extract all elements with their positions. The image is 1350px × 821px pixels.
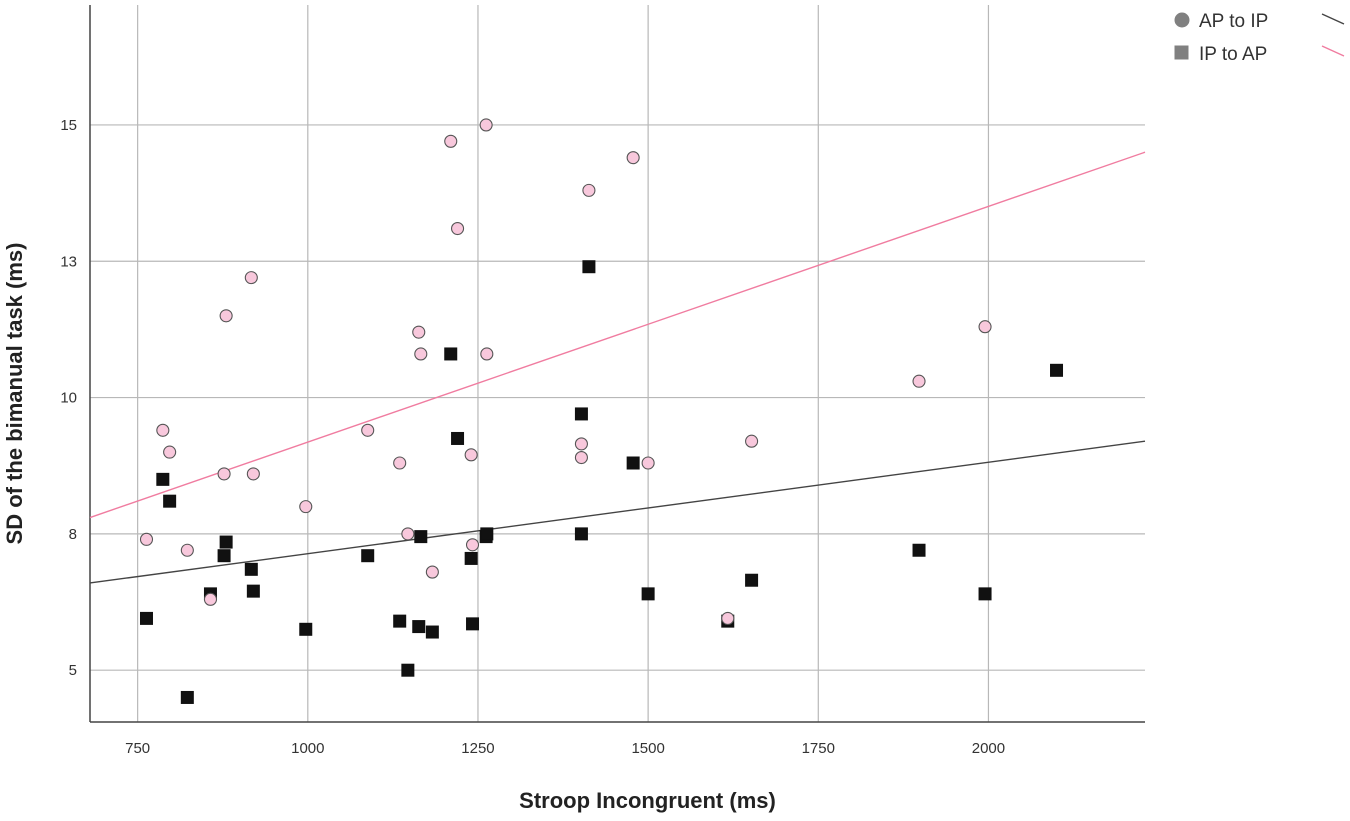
legend-fit-line-ap-to-ip <box>1321 13 1345 25</box>
data-point-ap-to-ip <box>244 271 258 285</box>
data-point-ap-to-ip <box>641 456 655 470</box>
data-point-ap-to-ip <box>180 543 194 557</box>
tick-labels: 750 1000 1250 1500 1750 2000 5 8 10 13 15 <box>60 117 1005 757</box>
data-point-ip-to-ap <box>451 431 465 445</box>
legend-label-ap-to-ip: AP to IP <box>1199 11 1268 32</box>
y-axis-title: SD of the bimanual task (ms) <box>2 243 27 545</box>
legend-fit-line-ip-to-ap <box>1321 45 1345 57</box>
data-point-ip-to-ap <box>425 625 439 639</box>
data-point-ip-to-ap <box>582 260 596 274</box>
data-point-ip-to-ap <box>361 549 375 563</box>
x-tick-label: 750 <box>125 740 150 757</box>
data-point-ap-to-ip <box>464 448 478 462</box>
data-point-ip-to-ap <box>745 573 759 587</box>
data-point-ap-to-ip <box>246 467 260 481</box>
data-point-ip-to-ap <box>444 347 458 361</box>
data-point-ip-to-ap <box>912 543 926 557</box>
grid <box>90 5 1145 722</box>
data-point-ip-to-ap <box>163 494 177 508</box>
data-point-ip-to-ap <box>180 690 194 704</box>
data-point-ip-to-ap <box>574 407 588 421</box>
fit-line-ap-to-ip <box>89 440 1146 584</box>
data-point-ap-to-ip <box>393 456 407 470</box>
legend-item-ap-to-ip: AP to IP <box>1174 11 1345 32</box>
legend-marker-ap-to-ip <box>1174 12 1190 28</box>
axes <box>89 5 1145 723</box>
data-point-ip-to-ap <box>464 551 478 565</box>
data-point-ap-to-ip <box>425 565 439 579</box>
data-point-ap-to-ip <box>299 500 313 514</box>
data-point-ap-to-ip <box>156 423 170 437</box>
data-point-ap-to-ip <box>978 320 992 334</box>
y-tick-label: 10 <box>60 390 77 407</box>
data-point-ap-to-ip <box>574 437 588 451</box>
data-point-ip-to-ap <box>393 614 407 628</box>
data-point-ap-to-ip <box>217 467 231 481</box>
legend-item-ip-to-ap: IP to AP <box>1174 44 1345 65</box>
data-point-ip-to-ap <box>217 549 231 563</box>
fit-lines <box>89 151 1146 584</box>
data-point-ap-to-ip <box>412 325 426 339</box>
data-point-ap-to-ip <box>745 434 759 448</box>
data-point-ap-to-ip <box>163 445 177 459</box>
data-point-ap-to-ip <box>361 423 375 437</box>
y-tick-label: 5 <box>69 662 77 679</box>
data-point-ip-to-ap <box>574 527 588 541</box>
data-point-ap-to-ip <box>414 347 428 361</box>
data-point-ap-to-ip <box>479 118 493 132</box>
data-point-ip-to-ap <box>626 456 640 470</box>
legend: AP to IP IP to AP <box>1174 11 1345 65</box>
x-axis-title: Stroop Incongruent (ms) <box>519 788 776 813</box>
data-point-ap-to-ip <box>912 374 926 388</box>
data-point-ip-to-ap <box>244 562 258 576</box>
x-tick-label: 1250 <box>461 740 494 757</box>
data-point-ip-to-ap <box>414 530 428 544</box>
legend-marker-ip-to-ap <box>1174 45 1189 60</box>
data-point-ap-to-ip <box>450 222 465 236</box>
data-point-ip-to-ap <box>480 527 494 541</box>
data-point-ap-to-ip <box>721 611 735 625</box>
y-tick-label: 8 <box>69 526 77 543</box>
data-point-ap-to-ip <box>203 592 218 606</box>
y-tick-label: 13 <box>60 253 77 270</box>
data-point-ip-to-ap <box>246 584 260 598</box>
data-point-ip-to-ap <box>641 587 655 601</box>
data-point-ip-to-ap <box>299 622 313 636</box>
x-tick-label: 2000 <box>972 740 1005 757</box>
data-point-ap-to-ip <box>480 347 494 361</box>
x-tick-label: 1750 <box>802 740 835 757</box>
data-point-ap-to-ip <box>219 309 233 323</box>
y-tick-label: 15 <box>60 117 77 134</box>
fit-line-ip-to-ap <box>89 151 1146 519</box>
data-point-ip-to-ap <box>219 535 233 549</box>
data-point-ap-to-ip <box>574 451 588 465</box>
data-point-ip-to-ap <box>401 663 415 677</box>
data-point-ip-to-ap <box>156 472 170 486</box>
data-point-ap-to-ip <box>444 134 458 148</box>
data-point-ap-to-ip <box>582 183 596 197</box>
data-point-ip-to-ap <box>139 611 153 625</box>
x-tick-label: 1500 <box>631 740 664 757</box>
data-point-ip-to-ap <box>978 587 992 601</box>
data-point-ap-to-ip <box>626 151 640 165</box>
x-tick-label: 1000 <box>291 740 324 757</box>
data-points <box>139 118 1064 704</box>
data-point-ap-to-ip <box>465 538 480 552</box>
legend-label-ip-to-ap: IP to AP <box>1199 44 1267 65</box>
data-point-ip-to-ap <box>1050 363 1064 377</box>
data-point-ip-to-ap <box>466 617 480 631</box>
data-point-ip-to-ap <box>412 620 426 634</box>
data-point-ap-to-ip <box>139 532 154 546</box>
data-point-ap-to-ip <box>401 527 415 541</box>
